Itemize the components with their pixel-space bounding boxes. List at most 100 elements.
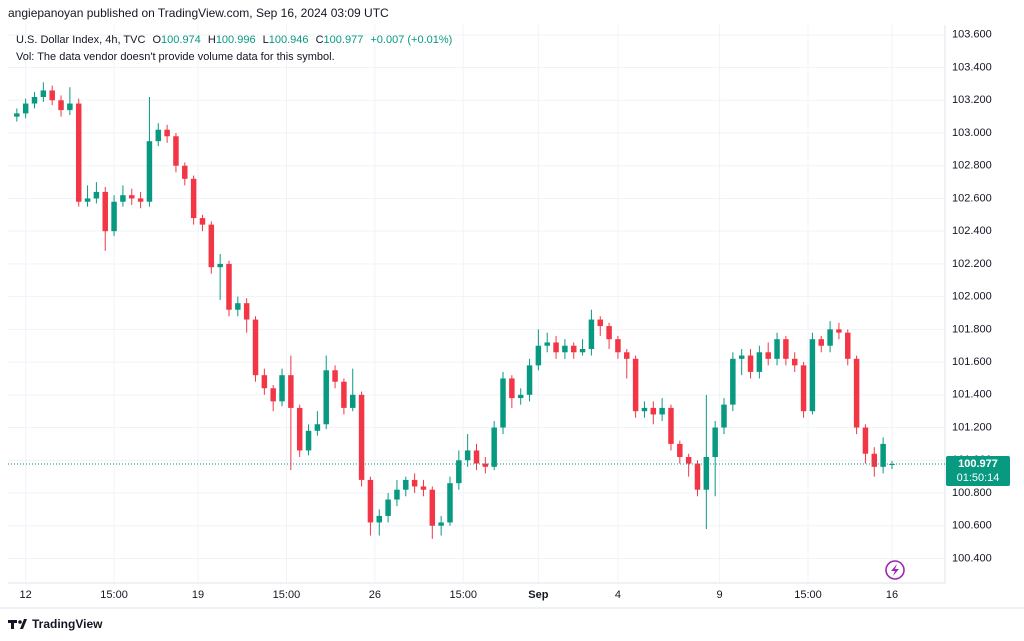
candle-body <box>862 427 869 454</box>
candle-body <box>358 394 365 480</box>
y-tick-label: 103.400 <box>952 61 992 73</box>
candle-body <box>403 479 409 490</box>
candle-body <box>791 358 798 366</box>
x-tick-label: Sep <box>528 589 548 601</box>
candle-body <box>456 460 462 484</box>
candle-body <box>650 407 657 415</box>
candle-body <box>217 263 223 268</box>
y-tick-label: 101.200 <box>952 421 992 433</box>
y-tick-label: 100.800 <box>952 487 992 499</box>
candle-body <box>800 365 807 412</box>
candle-body <box>606 326 612 340</box>
candle-body <box>67 103 73 111</box>
candle-body <box>314 424 321 431</box>
replay-icon[interactable] <box>885 560 905 580</box>
x-tick-label: 15:00 <box>794 589 822 601</box>
logo <box>8 619 27 629</box>
candle-body <box>14 113 20 117</box>
candle-body <box>332 370 338 382</box>
candle-body <box>120 195 126 202</box>
candle-body <box>721 404 727 428</box>
candle-body <box>526 365 533 395</box>
candle-body <box>703 457 710 490</box>
candle-body <box>367 479 374 523</box>
candle-body <box>685 457 692 464</box>
y-tick-label: 102.600 <box>952 192 992 204</box>
candle-body <box>376 515 383 523</box>
candle-body <box>624 352 630 359</box>
candle-body <box>500 378 506 428</box>
candle-body <box>783 339 789 359</box>
ohlc-value: 100.996 <box>216 34 256 46</box>
candle-body <box>420 486 427 490</box>
y-tick-label: 103.600 <box>952 29 992 41</box>
candle-body <box>553 342 559 353</box>
x-tick-label: 26 <box>369 589 381 601</box>
candle-body <box>111 201 117 232</box>
y-tick-label: 101.400 <box>952 389 992 401</box>
candle-body <box>164 129 170 137</box>
candle-body <box>562 345 568 353</box>
x-tick-label: 15:00 <box>449 589 477 601</box>
volume-note: Vol: The data vendor doesn't provide vol… <box>16 51 335 63</box>
candle-body <box>774 339 780 359</box>
candle-body <box>182 165 188 179</box>
candle-body <box>632 358 639 412</box>
candle-body <box>199 218 206 225</box>
candle-body <box>93 191 100 199</box>
candle-body <box>447 483 453 523</box>
candle-body <box>350 394 356 408</box>
candle-body <box>323 370 329 425</box>
candle-body <box>411 479 418 487</box>
candle-body <box>208 224 215 268</box>
ohlc-label: O <box>152 34 161 46</box>
candle-body <box>58 100 64 111</box>
candle-body <box>155 129 162 142</box>
candle-body <box>694 463 701 490</box>
candle-body <box>836 329 842 333</box>
candle-body <box>235 303 241 310</box>
candle-body <box>615 339 621 353</box>
ohlc-value: 100.946 <box>269 34 309 46</box>
last-price-label: 100.977 <box>958 458 998 470</box>
candle-body <box>341 381 347 408</box>
candle-body <box>809 339 816 412</box>
candle-body <box>730 358 736 405</box>
legend-line: U.S. Dollar Index, 4h, TVC O100.974 H100… <box>16 34 452 46</box>
candle-body <box>517 394 524 399</box>
candle-body <box>473 450 480 464</box>
y-tick-label: 102.200 <box>952 258 992 270</box>
x-tick-label: 9 <box>717 589 723 601</box>
x-tick-label: 15:00 <box>273 589 301 601</box>
candle-body <box>464 450 471 461</box>
candle-body <box>190 178 197 219</box>
ohlc-label: C <box>316 34 324 46</box>
candle-body <box>385 499 391 516</box>
y-tick-label: 101.600 <box>952 356 992 368</box>
candle-body <box>305 430 312 451</box>
candle-body <box>270 388 276 402</box>
x-tick-label: 19 <box>192 589 204 601</box>
candle-body <box>747 355 754 372</box>
y-tick-label: 103.000 <box>952 127 992 139</box>
candle-body <box>712 427 718 457</box>
candle-body <box>243 303 250 320</box>
symbol: U.S. Dollar Index, 4h, TVC <box>16 34 145 46</box>
candle-body <box>756 352 763 372</box>
publisher-line: angiepanoyan published on TradingView.co… <box>8 6 389 20</box>
candle-body <box>588 319 595 349</box>
candle-body <box>738 355 745 359</box>
candle-body <box>40 90 47 97</box>
candle-body <box>535 345 542 366</box>
candle-body <box>261 375 268 389</box>
candle-body <box>659 407 665 415</box>
x-tick-label: 15:00 <box>100 589 128 601</box>
candle-body <box>429 489 436 526</box>
candle-body <box>668 407 674 444</box>
candle-body <box>677 443 683 457</box>
candle-body <box>853 358 860 428</box>
candle-body <box>296 407 303 451</box>
ohlc-label: L <box>263 34 269 46</box>
